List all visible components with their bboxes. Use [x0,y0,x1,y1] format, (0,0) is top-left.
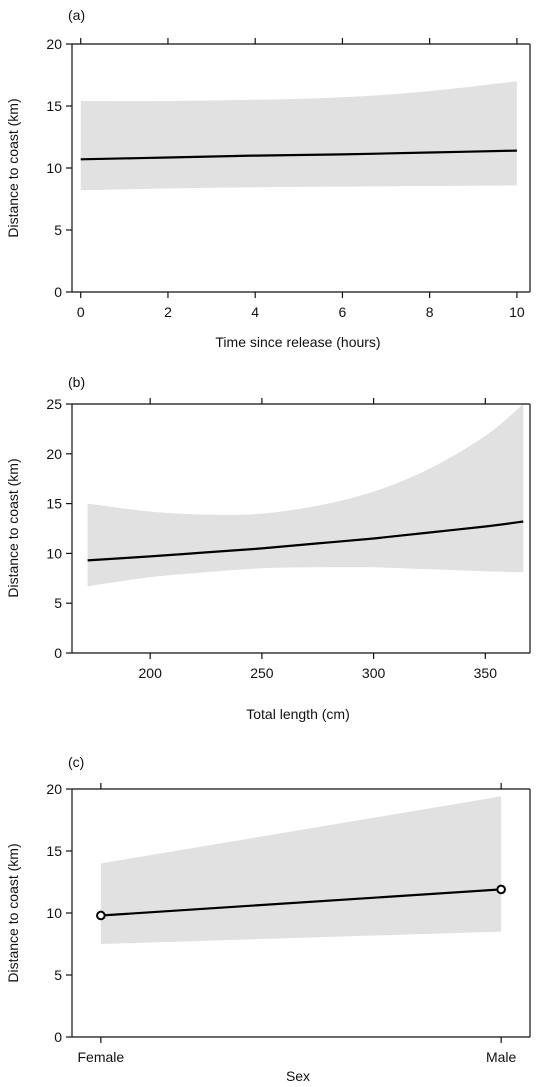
panel-b-xlabel: Total length (cm) [246,706,349,722]
panel-a: (a) Time since release (hours) Distance … [5,7,531,350]
x-tick-label: 0 [77,304,85,320]
y-tick-label: 15 [46,843,62,859]
y-tick-label: 15 [46,98,62,114]
y-tick-label: 20 [46,446,62,462]
y-tick-label: 10 [46,905,62,921]
y-tick-label: 5 [54,222,62,238]
panel-c: (c) Sex Distance to coast (km) 0 5 10 15 20 F… [5,754,531,1084]
x-tick-label: 250 [250,665,274,681]
y-tick-label: 20 [46,781,62,797]
fit-line [80,149,517,161]
confidence-band [100,796,502,944]
fit-line [100,888,502,917]
y-tick-label: 5 [54,967,62,983]
y-tick-label: 5 [54,595,62,611]
y-tick-label: 15 [46,496,62,512]
x-tick-label: Female [78,1049,125,1065]
y-tick-label: 0 [54,284,62,300]
y-tick-label: 10 [46,545,62,561]
x-tick-label: 2 [164,304,172,320]
panel-a-label: (a) [68,7,85,23]
panel-b-label: (b) [68,374,85,390]
confidence-band [87,404,524,587]
y-tick-label: 10 [46,160,62,176]
y-tick-label: 25 [46,396,62,412]
x-tick-label: Male [486,1049,517,1065]
x-tick-label: 6 [339,304,347,320]
panel-c-ylabel: Distance to coast (km) [5,843,21,982]
y-tick-label: 0 [54,645,62,661]
y-tick-label: 20 [46,36,62,52]
panel-b-ylabel: Distance to coast (km) [5,458,21,597]
y-tick-label: 0 [54,1029,62,1045]
x-tick-label: 200 [139,665,163,681]
x-tick-label: 10 [509,304,525,320]
point-male [496,884,506,895]
panel-c-label: (c) [68,754,84,770]
x-tick-label: 8 [426,304,434,320]
panel-b: (b) Total length (cm) Distance to coast … [5,374,531,722]
point-female [96,910,106,921]
panel-a-xlabel: Time since release (hours) [215,334,380,350]
x-tick-label: 300 [362,665,386,681]
panel-a-ylabel: Distance to coast (km) [5,98,21,237]
fit-line [87,520,524,562]
panel-c-xlabel: Sex [286,1068,310,1084]
confidence-band [80,81,517,191]
x-tick-label: 350 [474,665,498,681]
x-tick-label: 4 [251,304,259,320]
